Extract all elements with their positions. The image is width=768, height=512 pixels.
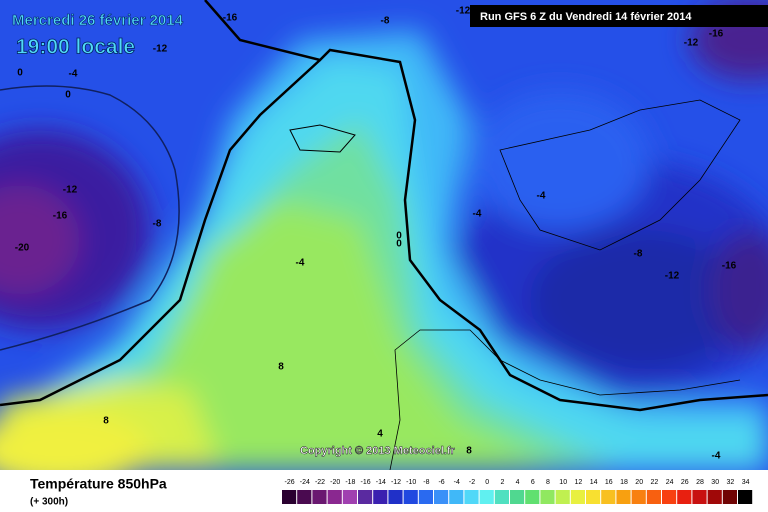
contour-label: 0 xyxy=(17,68,23,79)
legend-label: 22 xyxy=(651,479,659,486)
contour-label: -12 xyxy=(63,185,78,196)
legend-label: 16 xyxy=(605,479,613,486)
legend-label: 0 xyxy=(485,479,489,486)
legend-swatch xyxy=(479,490,494,504)
legend-label: -26 xyxy=(285,479,295,486)
contour-label: -16 xyxy=(709,29,724,40)
legend-swatch xyxy=(342,490,357,504)
legend-swatch xyxy=(525,490,540,504)
legend-swatch xyxy=(312,490,327,504)
legend-swatch xyxy=(494,490,509,504)
contour-labels: -16 -8 -12 -12 -12 -16 0 -4 0 -12 -16 -8 -20 -4 -4 -4 -8… xyxy=(15,6,737,462)
legend-swatch xyxy=(418,490,433,504)
legend-swatch xyxy=(631,490,646,504)
legend-label: 14 xyxy=(590,479,598,486)
legend-swatch xyxy=(403,490,418,504)
legend-swatch xyxy=(722,490,737,504)
legend-label: 20 xyxy=(635,479,643,486)
legend-label: 24 xyxy=(666,479,674,486)
legend-swatch xyxy=(662,490,677,504)
legend-swatch xyxy=(388,490,403,504)
legend-swatch xyxy=(586,490,601,504)
contour-label: -4 xyxy=(69,69,78,80)
valid-date: Mercredi 26 février 2014 xyxy=(12,12,184,29)
contour-label: -8 xyxy=(153,219,162,230)
legend-swatch xyxy=(616,490,631,504)
legend-swatch xyxy=(738,490,753,504)
legend-swatch xyxy=(373,490,388,504)
legend-label: -14 xyxy=(376,479,386,486)
legend-swatch xyxy=(449,490,464,504)
legend-label: -22 xyxy=(315,479,325,486)
contour-label: -16 xyxy=(722,261,737,272)
contour-label: -20 xyxy=(15,243,30,254)
legend-swatch xyxy=(601,490,616,504)
legend-label: 28 xyxy=(696,479,704,486)
legend-swatch xyxy=(434,490,449,504)
legend-label: -8 xyxy=(423,479,429,486)
contour-label: -12 xyxy=(456,6,471,17)
contour-label: 8 xyxy=(278,362,284,373)
legend-swatch xyxy=(282,490,297,504)
legend-label: 2 xyxy=(500,479,504,486)
legend-swatch xyxy=(646,490,661,504)
contour-label: -16 xyxy=(53,211,68,222)
legend-swatch xyxy=(570,490,585,504)
contour-label: -12 xyxy=(665,271,680,282)
contour-label: -8 xyxy=(381,16,390,27)
legend-label: 32 xyxy=(727,479,735,486)
legend-swatch xyxy=(692,490,707,504)
legend-label: -16 xyxy=(361,479,371,486)
contour-label: -8 xyxy=(634,249,643,260)
legend-label: 6 xyxy=(531,479,535,486)
legend-label: 10 xyxy=(559,479,567,486)
contour-label: -12 xyxy=(153,44,168,55)
run-info: Run GFS 6 Z du Vendredi 14 février 2014 xyxy=(480,11,692,23)
legend-label: -12 xyxy=(391,479,401,486)
contour-label: -4 xyxy=(296,258,305,269)
run-box xyxy=(470,5,768,27)
legend-label: 26 xyxy=(681,479,689,486)
legend-swatch xyxy=(540,490,555,504)
legend-label: 8 xyxy=(546,479,550,486)
legend-swatch xyxy=(707,490,722,504)
footer-title: Température 850hPa xyxy=(30,476,167,492)
legend-label: -20 xyxy=(330,479,340,486)
legend-swatch xyxy=(327,490,342,504)
contour-label: 0 xyxy=(65,90,71,101)
map: -16 -8 -12 -12 -12 -16 0 -4 0 -12 -16 -8 -20 -4 -4 -4 -8… xyxy=(0,0,768,470)
legend-label: -18 xyxy=(345,479,355,486)
copyright: Copyright © 2013 Meteociel.fr xyxy=(300,445,456,457)
legend-label: 34 xyxy=(742,479,750,486)
legend-label: -24 xyxy=(300,479,310,486)
legend-label: 12 xyxy=(575,479,583,486)
contour-label: 0 xyxy=(396,231,402,242)
legend-label: -2 xyxy=(469,479,475,486)
legend-swatch xyxy=(510,490,525,504)
legend-swatch xyxy=(677,490,692,504)
legend-label: 18 xyxy=(620,479,628,486)
contour-label: -12 xyxy=(684,38,699,49)
legend-label: 30 xyxy=(711,479,719,486)
legend-label: -4 xyxy=(454,479,460,486)
contour-label: 8 xyxy=(466,446,472,457)
contour-label: -4 xyxy=(712,451,721,462)
contour-label: 8 xyxy=(103,416,109,427)
legend-label: 4 xyxy=(516,479,520,486)
contour-label: -4 xyxy=(473,209,482,220)
legend-swatch xyxy=(555,490,570,504)
legend-swatch xyxy=(358,490,373,504)
contour-label: -16 xyxy=(223,13,238,24)
legend-label: -6 xyxy=(438,479,444,486)
local-time: 19:00 locale xyxy=(16,36,135,59)
legend-label: -10 xyxy=(406,479,416,486)
contour-label: 0 xyxy=(396,239,402,250)
legend-swatch xyxy=(464,490,479,504)
legend-swatch xyxy=(297,490,312,504)
lead-time: (+ 300h) xyxy=(30,497,68,508)
contour-label: 4 xyxy=(377,429,383,440)
legend: -26 -24 -22 -20 -18 -16 -14 -12 -10 -8 -6 -4 -2 0 2 4 6 8… xyxy=(282,479,753,504)
contour-label: -4 xyxy=(537,191,546,202)
